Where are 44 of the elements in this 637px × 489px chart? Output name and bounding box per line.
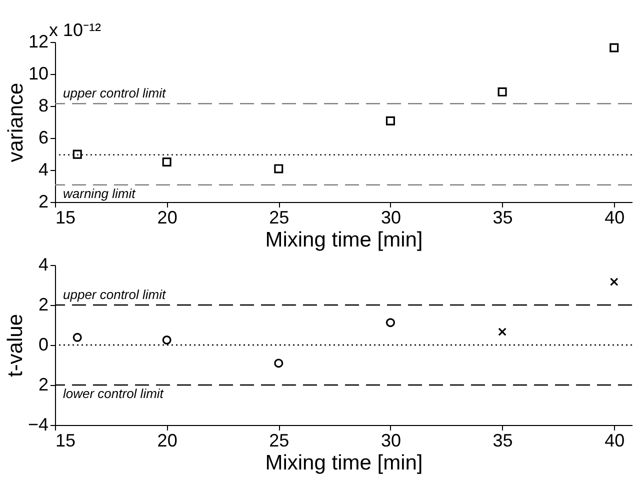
x-tick-label: 25 — [269, 430, 290, 450]
point — [498, 87, 507, 96]
y-tick-label: −4 — [28, 414, 48, 434]
point — [72, 332, 82, 342]
point — [274, 164, 284, 174]
x-tick-label: 15 — [56, 208, 76, 228]
x-axis-title: Mixing time [min] — [265, 452, 423, 474]
point — [162, 336, 172, 344]
point — [498, 328, 506, 336]
text: x 10⁻¹² — [49, 20, 102, 40]
ref-line-label: warning limit — [63, 186, 137, 201]
point — [72, 150, 82, 159]
x-tick-label: 25 — [269, 208, 290, 228]
y-tick-label: 2 — [38, 374, 48, 394]
y-tick-label: 10 — [28, 64, 48, 84]
x-tick-label: 20 — [157, 208, 178, 228]
ref-line-label: upper control limit — [63, 287, 167, 302]
y-tick-label: 0 — [38, 334, 48, 354]
x-axis-title: Mixing time [min] — [265, 228, 423, 252]
x-tick-label: 40 — [604, 208, 625, 228]
y-axis-title: variance — [4, 82, 28, 162]
y-tick-label: 2 — [38, 294, 48, 314]
x-tick-label: 40 — [604, 430, 625, 450]
point — [610, 278, 618, 286]
ref-line-label: lower control limit — [63, 386, 165, 401]
point — [386, 318, 395, 328]
y-tick-label: 8 — [38, 96, 48, 116]
y-tick-label: 4 — [38, 160, 48, 180]
y-axis-title: t-value — [4, 314, 27, 378]
ref-line-label: upper control limit — [63, 86, 167, 101]
x-tick-label: 30 — [380, 430, 401, 450]
y-tick-label: 12 — [28, 32, 48, 52]
y-tick-label: 6 — [38, 128, 48, 148]
y-tick-label: 4 — [38, 254, 48, 274]
x-tick-label: 15 — [56, 430, 76, 450]
point — [162, 157, 172, 167]
point — [610, 43, 619, 52]
x-tick-label: 35 — [492, 430, 513, 450]
x-tick-label: 20 — [157, 430, 178, 450]
point — [386, 116, 395, 126]
point — [274, 358, 284, 368]
y-tick-label: 2 — [38, 192, 48, 212]
x-tick-label: 35 — [492, 208, 513, 228]
x-tick-label: 30 — [380, 208, 401, 228]
